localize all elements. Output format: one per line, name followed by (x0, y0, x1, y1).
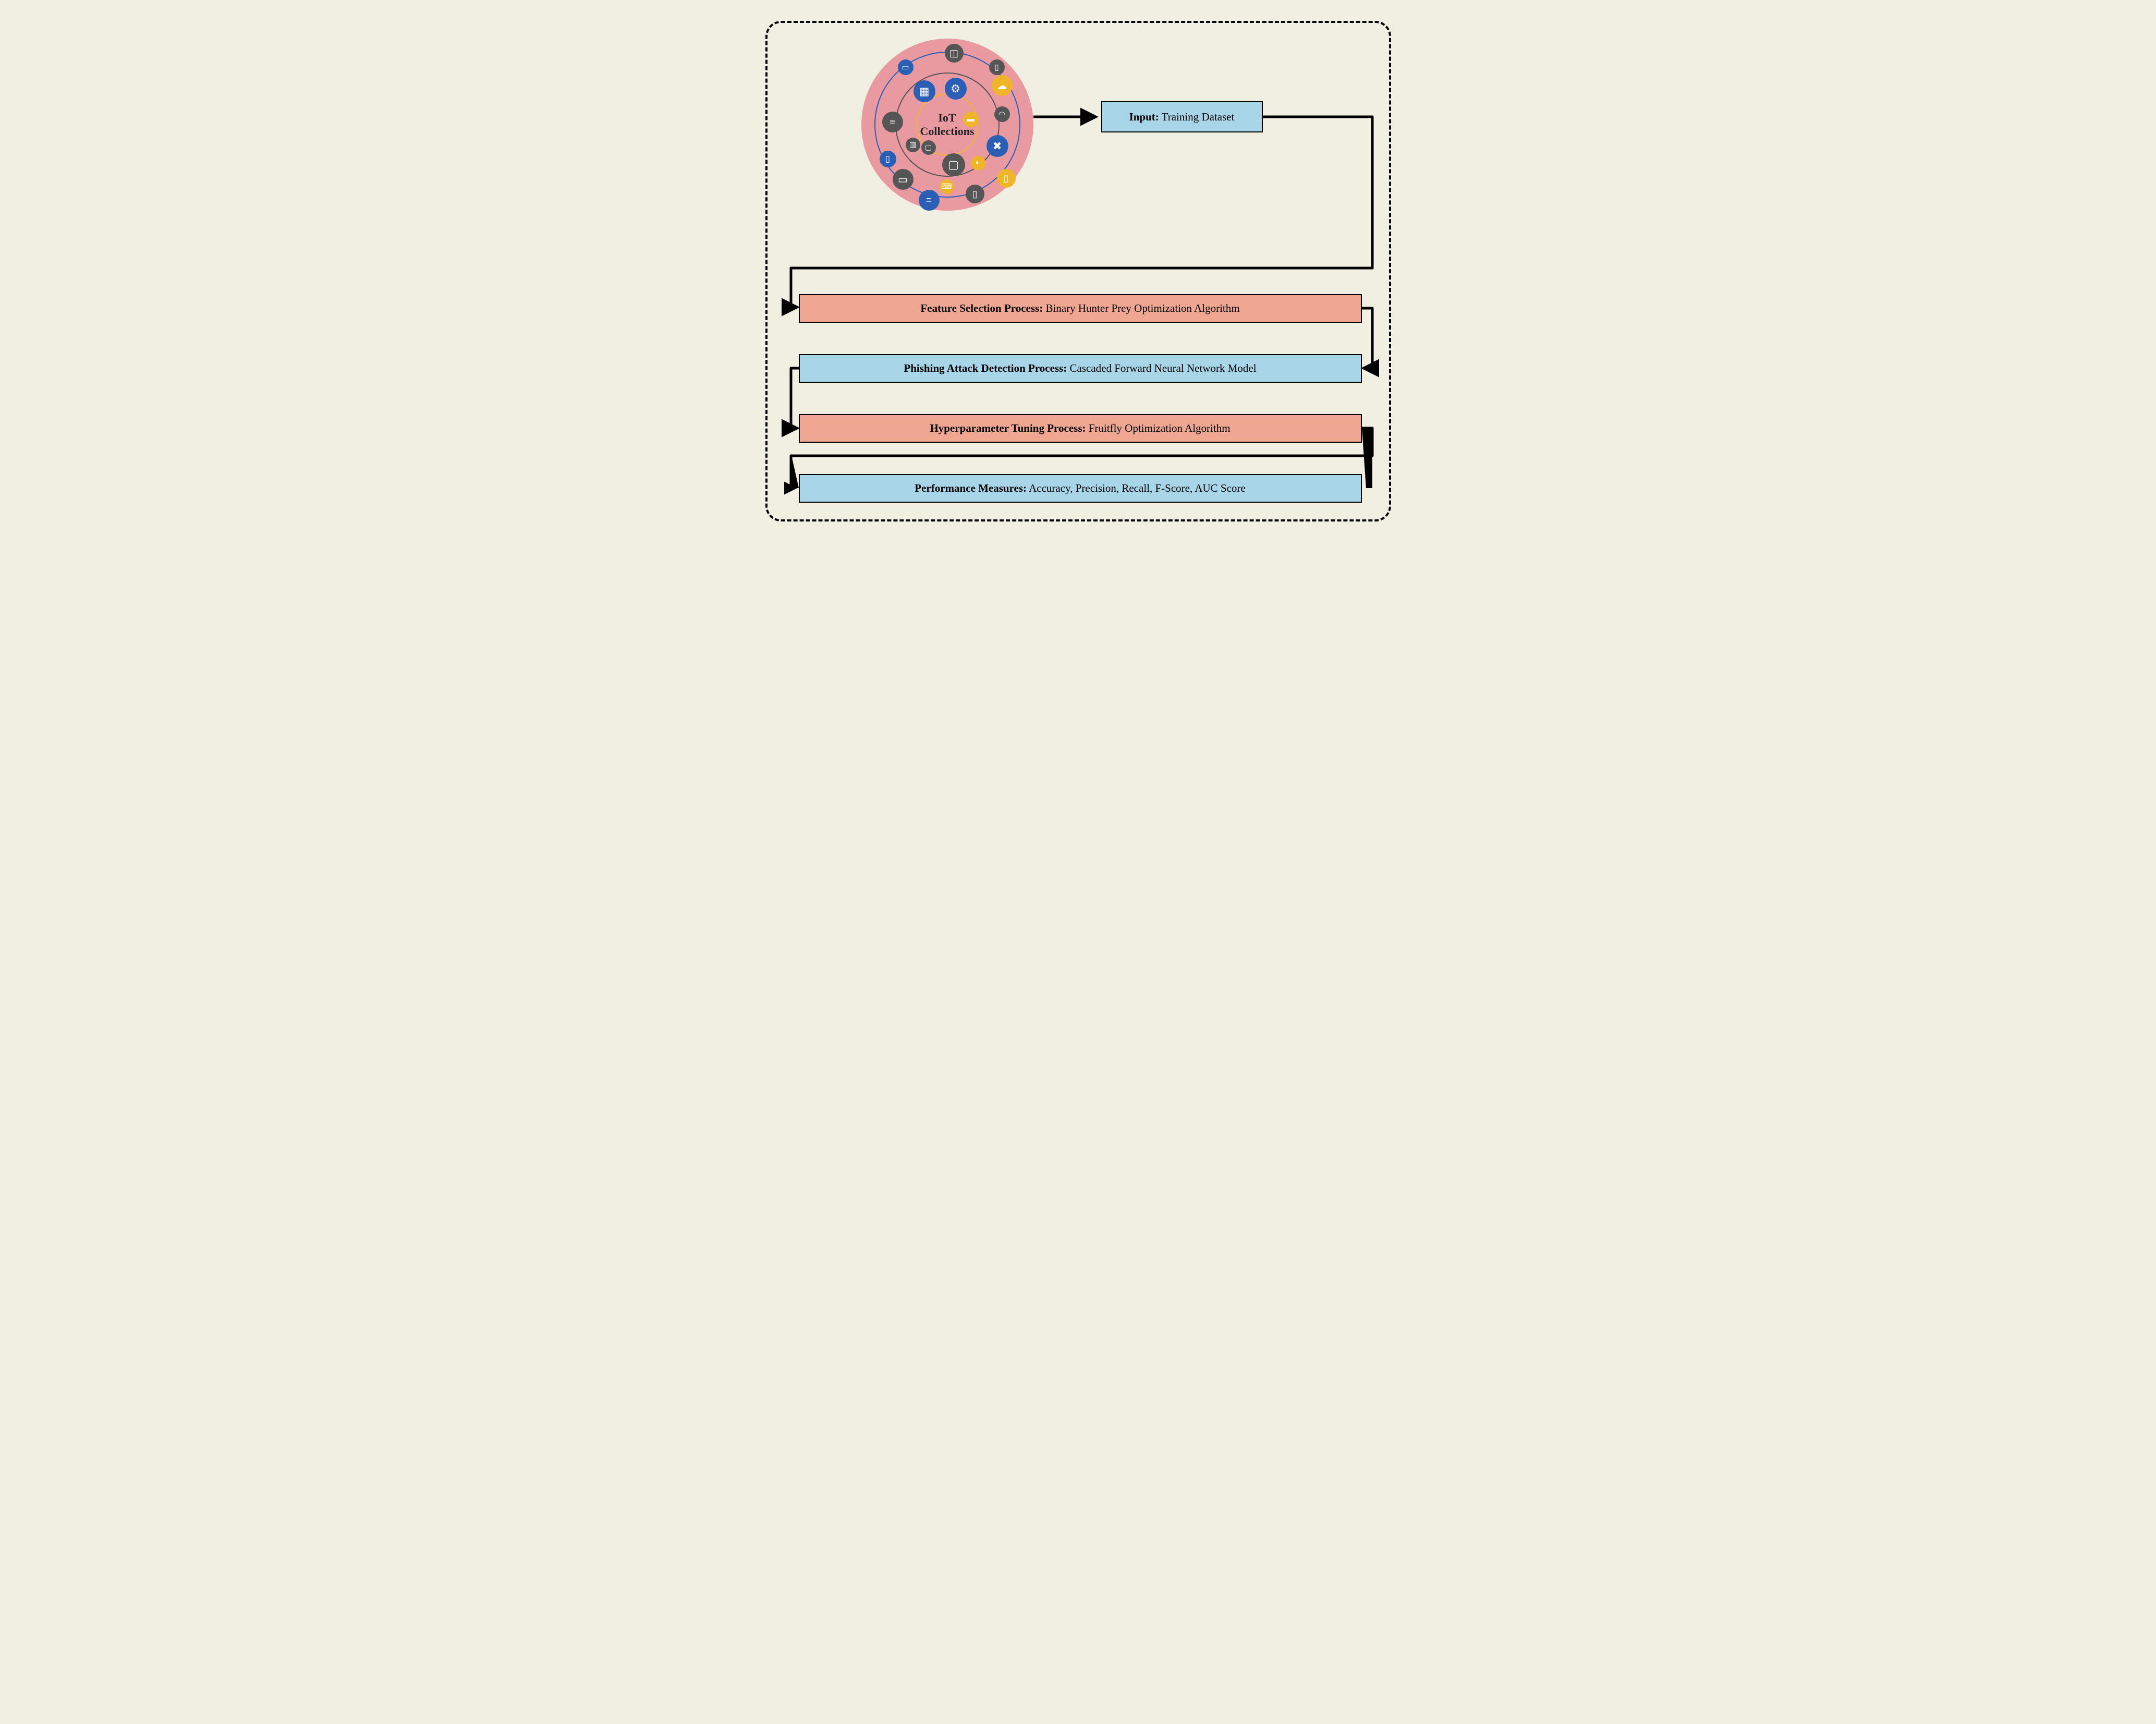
keyboard-icon: ⌨ (940, 179, 954, 194)
monitor-icon: ▢ (942, 153, 965, 176)
box3-rest: Fruitfly Optimization Algorithm (1086, 422, 1230, 434)
connectors-clean (768, 23, 1389, 519)
input-label-rest: Training Dataset (1159, 111, 1235, 123)
phishing-detection-box: Phishing Attack Detection Process: Casca… (799, 354, 1362, 383)
performance-measures-box: Performance Measures: Accuracy, Precisio… (799, 474, 1362, 503)
iot-collections-circle: IoT Collections ◫▯▭☁▦⚙≡◠▬✖◐▥▯▭⌨▢▯▯≡▢ (861, 39, 1033, 211)
pc-icon: ▯ (997, 169, 1016, 188)
box1-rest: Binary Hunter Prey Optimization Algorith… (1043, 302, 1239, 314)
arrow-box2-to-box3 (791, 368, 799, 428)
box2-rest: Cascaded Forward Neural Network Model (1067, 362, 1256, 374)
box3-bold: Hyperparameter Tuning Process: (930, 422, 1086, 434)
doc-icon: ▯ (880, 151, 896, 167)
card-icon: ▭ (898, 59, 913, 75)
tv-icon: ▢ (921, 140, 936, 155)
input-training-dataset-box: Input: Training Dataset (1101, 101, 1263, 132)
box4-rest: Accuracy, Precision, Recall, F-Score, AU… (1027, 482, 1246, 494)
feature-selection-box: Feature Selection Process: Binary Hunter… (799, 294, 1362, 323)
gauge-icon: ◐ (971, 156, 985, 171)
phone-icon: ▯ (966, 185, 984, 203)
connectors-svg (768, 23, 1389, 519)
gear-icon: ⚙ (945, 78, 967, 100)
iot-label-line2: Collections (920, 125, 975, 138)
laptop-icon: ▭ (893, 169, 913, 190)
iot-label: IoT Collections (920, 111, 975, 139)
box4-bold: Performance Measures: (915, 482, 1027, 494)
sd-card-icon: ▯ (989, 59, 1005, 75)
box2-bold: Phishing Attack Detection Process: (904, 362, 1067, 374)
chip-icon: ▦ (913, 80, 935, 102)
bars-icon: ◫ (945, 44, 964, 63)
hyperparameter-tuning-box: Hyperparameter Tuning Process: Fruitfly … (799, 414, 1362, 443)
input-label-bold: Input: (1129, 111, 1159, 123)
arrow-box1-to-box2 (1362, 308, 1372, 368)
db2-icon: ≡ (919, 190, 940, 211)
iot-label-line1: IoT (938, 111, 956, 124)
db1-icon: ≡ (882, 112, 903, 132)
tools-icon: ✖ (986, 135, 1008, 157)
box1-bold: Feature Selection Process: (920, 302, 1043, 314)
wifi-icon: ◠ (994, 106, 1010, 122)
disk-icon: ▥ (906, 138, 920, 152)
cloud-icon: ☁ (992, 75, 1013, 96)
diagram-container: IoT Collections ◫▯▭☁▦⚙≡◠▬✖◐▥▯▭⌨▢▯▯≡▢ Inp… (765, 21, 1391, 521)
